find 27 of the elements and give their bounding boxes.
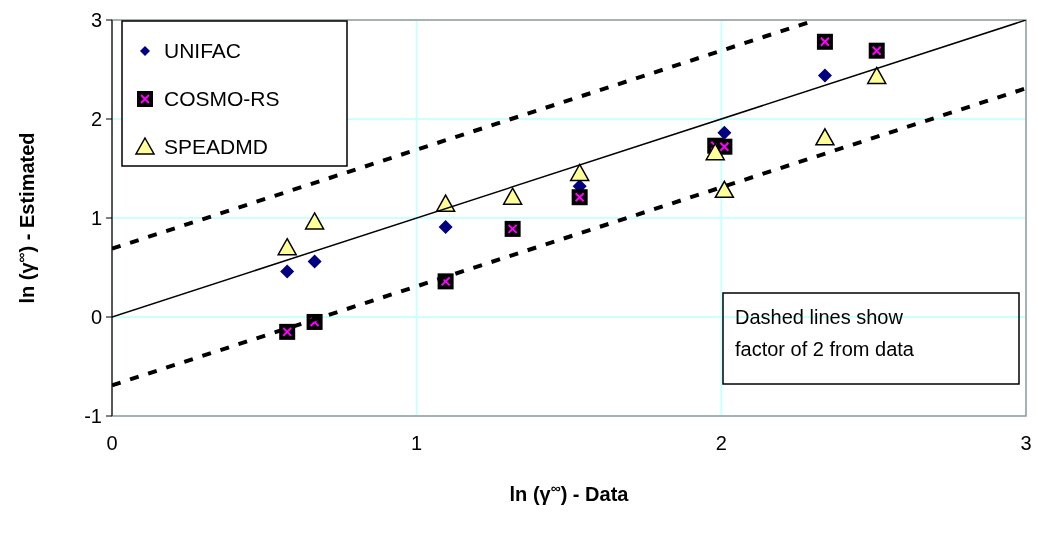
point [304,212,325,230]
y-tick-label: 3 [90,9,102,31]
x-tick-label: 3 [1020,432,1032,454]
y-tick-label: -1 [84,405,102,427]
x-tick-label: 2 [715,432,727,454]
y-tick-label: 1 [90,207,102,229]
point [307,254,322,269]
point [502,187,523,205]
legend-label: COSMO-RS [164,87,280,111]
point [705,142,725,161]
y-tick-label: 2 [90,108,102,130]
point [569,163,590,182]
point [277,237,297,256]
point [280,264,295,279]
y-tick-label: 0 [90,306,102,328]
x-tick-label: 1 [411,432,423,454]
point [866,66,887,85]
x-axis-title: ln (γ$^{∞}$) - Data [509,480,630,505]
point [714,180,735,199]
point [817,68,832,83]
point [438,219,453,234]
x-tick-label: 0 [106,432,118,454]
legend-label: SPEADMD [164,135,268,159]
point [717,125,732,140]
point [815,128,835,146]
annotation: Dashed lines show factor of 2 from data [735,306,915,360]
legend-label: UNIFAC [164,39,242,63]
